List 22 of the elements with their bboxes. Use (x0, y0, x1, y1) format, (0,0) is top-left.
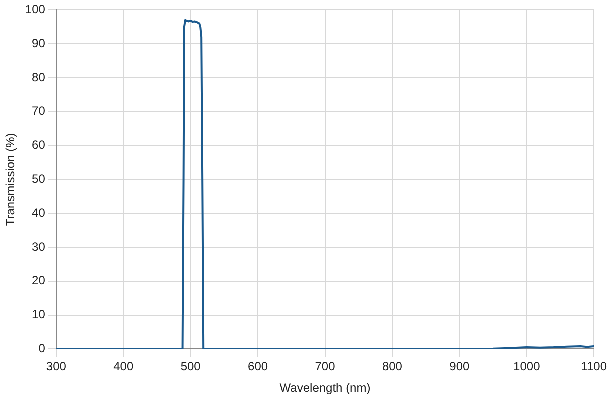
y-tick-label: 10 (32, 308, 46, 322)
x-tick-label: 600 (248, 360, 268, 374)
y-tick-label: 70 (32, 104, 46, 118)
x-tick-label: 800 (382, 360, 403, 374)
y-axis-title: Transmission (%) (4, 133, 18, 226)
y-tick-label: 90 (32, 36, 46, 50)
y-tick-label: 100 (25, 2, 46, 17)
x-tick-label: 700 (315, 360, 336, 374)
y-tick-label: 40 (32, 206, 46, 220)
y-tick-label: 60 (32, 138, 46, 152)
y-tick-label: 30 (32, 240, 46, 254)
x-tick-label: 400 (114, 360, 134, 374)
x-axis-title: Wavelength (nm) (280, 381, 371, 396)
y-tick-label: 50 (32, 172, 46, 186)
x-tick-label: 1100 (581, 360, 608, 374)
y-tick-label: 20 (32, 274, 46, 288)
x-tick-label: 500 (180, 360, 202, 374)
y-tick-label: 0 (38, 342, 46, 356)
x-tick-label: 900 (450, 360, 470, 374)
x-tick-label: 1000 (514, 360, 541, 374)
x-tick-label: 300 (46, 360, 67, 374)
y-tick-label: 80 (32, 70, 46, 84)
